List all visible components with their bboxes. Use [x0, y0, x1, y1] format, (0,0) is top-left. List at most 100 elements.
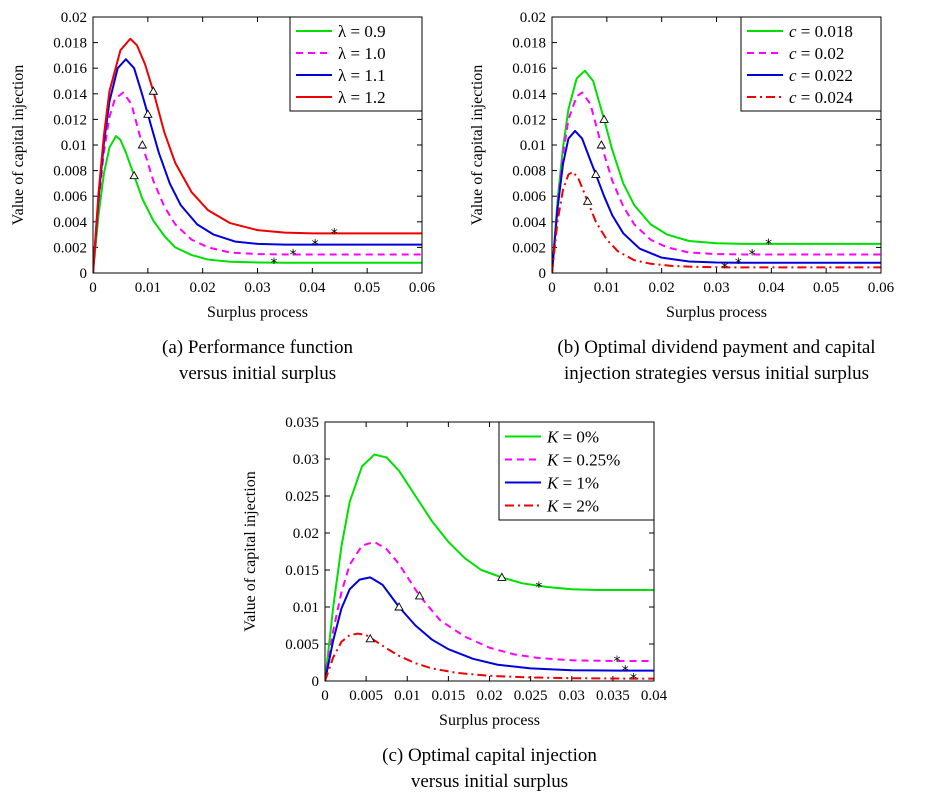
- x-axis-title: Surplus process: [439, 712, 540, 729]
- y-axis-title: Value of capital injection: [242, 471, 259, 631]
- series-line-1: [325, 453, 654, 681]
- legend-box: [740, 16, 882, 112]
- y-tick-label: 0.014: [512, 87, 546, 103]
- legend-label-4: λ = 1.2: [338, 88, 386, 107]
- y-tick-label: 0.002: [53, 240, 87, 256]
- y-tick-label: 0: [539, 266, 547, 282]
- y-tick-label: 0.004: [512, 215, 546, 231]
- x-tick-label: 0.04: [758, 280, 785, 296]
- triangle-marker-3: [394, 602, 404, 611]
- series-group: [552, 69, 881, 273]
- x-tick-label: 0.06: [868, 280, 895, 296]
- x-axis-title: Surplus process: [666, 304, 767, 321]
- legend-symbol: λ: [338, 22, 347, 41]
- legend-value: = 0.024: [797, 88, 854, 107]
- chart-svg: 0 0.01 0.02 0.03 0.04 0.05 0.06 0 0.002 0.004 0.00…: [469, 10, 895, 384]
- legend-value: = 1%: [558, 474, 599, 493]
- x-tick-label: 0.035: [596, 688, 630, 704]
- series-line-4: [325, 632, 654, 681]
- legend-symbol: K: [546, 474, 560, 493]
- legend-symbol: c: [789, 22, 797, 41]
- y-tick-label: 0.014: [53, 87, 87, 103]
- legend-box: [498, 421, 655, 521]
- series-group: [93, 37, 422, 273]
- legend-label-4: c = 0.024: [789, 88, 853, 107]
- y-tick-label: 0: [312, 674, 320, 690]
- caption-line-2: versus initial surplus: [179, 363, 336, 384]
- legend-symbol: c: [789, 88, 797, 107]
- axes-frame: [551, 16, 882, 274]
- legend-value: = 1.2: [346, 88, 385, 107]
- series-line-3: [552, 129, 881, 273]
- x-tick-label: 0: [321, 688, 329, 704]
- triangle-marker-3: [143, 109, 153, 118]
- legend-label-3: K = 1%: [546, 474, 599, 493]
- x-tick-label: 0.05: [813, 280, 839, 296]
- x-tick-label: 0.03: [244, 280, 270, 296]
- x-tick-label: 0.05: [354, 280, 380, 296]
- series-line-4: [552, 170, 881, 273]
- legend-symbol: λ: [338, 66, 347, 85]
- chart-svg: 0 0.005 0.01 0.015 0.02 0.025 0.03 0.035 0.04 0 0.…: [242, 415, 668, 792]
- x-tick-label: 0.03: [559, 688, 585, 704]
- legend-symbol: K: [546, 428, 560, 447]
- triangle-marker-1: [599, 114, 609, 123]
- legend-symbol: c: [789, 66, 797, 85]
- y-tick-label: 0.018: [512, 36, 546, 52]
- legend-value: = 0.9: [346, 22, 385, 41]
- series-group: [325, 453, 654, 681]
- series-line-2: [325, 540, 654, 681]
- legend-label-2: c = 0.02: [789, 44, 844, 63]
- legend-label-1: c = 0.018: [789, 22, 853, 41]
- x-tick-label: 0: [89, 280, 97, 296]
- triangle-marker-2: [137, 140, 148, 149]
- legend-value: = 0%: [558, 428, 599, 447]
- axes-frame: [92, 16, 423, 274]
- legend-label-2: λ = 1.0: [338, 44, 386, 63]
- caption-line-2: injection strategies versus initial surp…: [564, 363, 869, 384]
- triangle-marker-3: [591, 169, 601, 178]
- x-tick-label: 0: [548, 280, 556, 296]
- triangle-marker-2: [596, 140, 607, 149]
- series-line-3: [93, 58, 422, 273]
- legend-value: = 1.1: [346, 66, 385, 85]
- star-marker-1: *: [270, 256, 277, 272]
- legend-symbol: K: [546, 497, 560, 516]
- x-tick-label: 0.015: [432, 688, 466, 704]
- axes-frame: [324, 421, 655, 682]
- triangle-marker-1: [497, 572, 507, 581]
- star-marker-1: *: [765, 237, 772, 253]
- y-tick-label: 0.03: [293, 452, 319, 468]
- y-tick-label: 0.006: [53, 189, 87, 205]
- legend-value: = 1.0: [346, 44, 385, 63]
- legend-value: = 2%: [558, 497, 599, 516]
- legend-label-1: λ = 0.9: [338, 22, 386, 41]
- legend-label-4: K = 2%: [546, 497, 599, 516]
- legend: K = 0%K = 0.25%K = 1%K = 2%: [498, 421, 655, 521]
- y-tick-label: 0.02: [293, 526, 319, 542]
- star-marker-4: *: [721, 260, 728, 276]
- y-axis-title: Value of capital injection: [469, 65, 486, 225]
- x-tick-label: 0.005: [349, 688, 383, 704]
- x-tick-label: 0.02: [476, 688, 502, 704]
- x-tick-label: 0.025: [514, 688, 548, 704]
- legend-box: [289, 16, 423, 112]
- chart-panel-b: 0 0.01 0.02 0.03 0.04 0.05 0.06 0 0.002 0.004 0.00…: [460, 0, 929, 395]
- series-line-1: [93, 135, 422, 273]
- chart-svg: 0 0.01 0.02 0.03 0.04 0.05 0.06 0 0.002 0.004 0.00…: [10, 10, 436, 384]
- star-marker-2: *: [290, 247, 297, 263]
- caption-line-1: (c) Optimal capital injection: [382, 745, 597, 766]
- legend-value: = 0.018: [797, 22, 853, 41]
- caption-line-1: (b) Optimal dividend payment and capital: [557, 337, 875, 358]
- legend: λ = 0.9λ = 1.0λ = 1.1λ = 1.2: [289, 16, 423, 112]
- series-line-1: [552, 69, 881, 273]
- series-line-4: [93, 37, 422, 273]
- y-tick-label: 0: [80, 266, 88, 282]
- caption-line-2: versus initial surplus: [411, 771, 568, 792]
- y-tick-label: 0.015: [285, 563, 319, 579]
- x-tick-label: 0.01: [135, 280, 161, 296]
- y-tick-label: 0.018: [53, 36, 87, 52]
- caption-line-1: (a) Performance function: [162, 337, 353, 358]
- x-tick-label: 0.02: [190, 280, 216, 296]
- x-tick-label: 0.06: [409, 280, 436, 296]
